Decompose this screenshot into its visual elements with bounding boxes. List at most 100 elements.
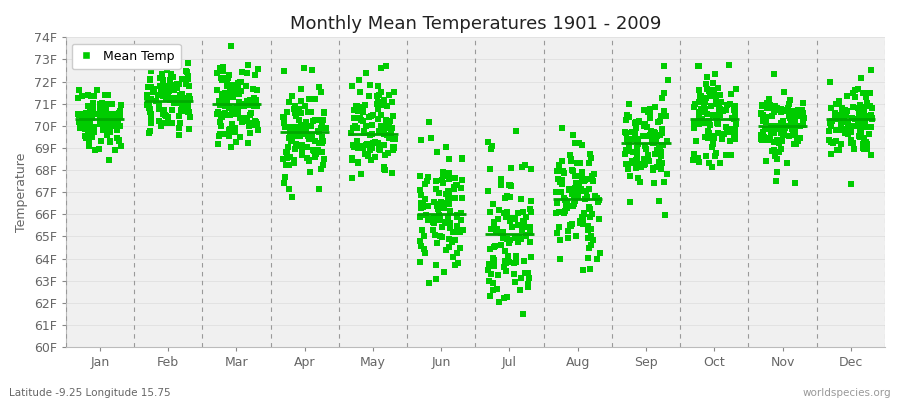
Point [494,182,508,188]
Point [756,115,770,121]
Point [515,222,529,228]
Point [706,93,721,99]
Point [78,120,93,126]
Point [73,123,87,130]
Point [302,96,316,102]
Point [446,254,460,260]
Point [244,110,258,116]
Point [240,70,255,76]
Point [724,129,738,135]
Point [824,150,838,157]
Point [231,80,246,86]
Point [81,123,95,130]
Point [441,244,455,250]
Point [455,227,470,233]
Point [213,65,228,72]
Point [687,125,701,131]
Point [346,174,360,181]
Point [421,202,436,209]
Point [354,170,368,177]
Point [430,214,445,221]
Point [140,92,154,98]
Point [317,156,331,162]
Point [780,108,795,114]
Point [514,195,528,202]
Point [436,168,450,175]
Point [706,79,720,86]
Point [99,103,113,110]
Point [442,236,456,242]
Point [450,229,464,236]
Point [428,178,443,184]
Point [839,129,853,136]
Point [365,131,380,138]
Point [224,144,238,150]
Point [210,87,224,93]
Point [162,88,176,94]
Point [384,131,399,137]
Point [143,128,157,134]
Point [82,139,96,145]
Point [311,128,326,135]
Point [773,130,788,136]
Point [700,128,715,135]
Point [223,111,238,118]
Point [706,135,721,141]
Point [232,102,247,109]
Point [841,108,855,114]
Point [568,172,582,179]
Point [583,150,598,157]
Point [582,186,597,192]
Point [246,86,260,93]
Point [770,138,784,144]
Point [622,145,636,151]
Point [293,122,308,129]
Point [248,97,263,103]
Point [627,136,642,142]
Point [210,70,224,76]
Point [555,158,570,164]
Point [592,196,607,203]
Point [310,128,325,134]
Point [448,194,463,201]
Point [428,186,443,192]
Point [822,136,836,143]
Point [518,214,533,220]
Point [698,98,712,104]
Point [657,63,671,69]
Point [795,112,809,118]
Point [567,193,581,199]
Point [103,139,117,145]
Point [225,91,239,97]
Point [420,177,435,184]
Point [855,106,869,112]
Point [212,119,227,125]
Point [100,132,114,138]
Point [580,194,595,200]
Point [306,147,320,153]
Point [788,119,802,126]
Point [563,158,578,164]
Point [237,101,251,108]
Point [380,102,394,109]
Point [388,136,402,142]
Point [762,137,777,143]
Point [447,262,462,268]
Point [853,108,868,115]
Point [499,260,513,267]
Point [484,226,499,232]
Point [645,139,660,145]
Point [857,135,871,142]
Point [550,230,564,237]
Point [436,179,450,186]
Point [442,199,456,205]
Point [637,143,652,149]
Point [764,148,778,154]
Point [161,92,176,99]
Point [356,143,370,149]
Point [361,152,375,159]
Point [287,110,302,117]
Point [230,110,245,117]
Point [87,146,102,153]
Point [315,140,329,146]
